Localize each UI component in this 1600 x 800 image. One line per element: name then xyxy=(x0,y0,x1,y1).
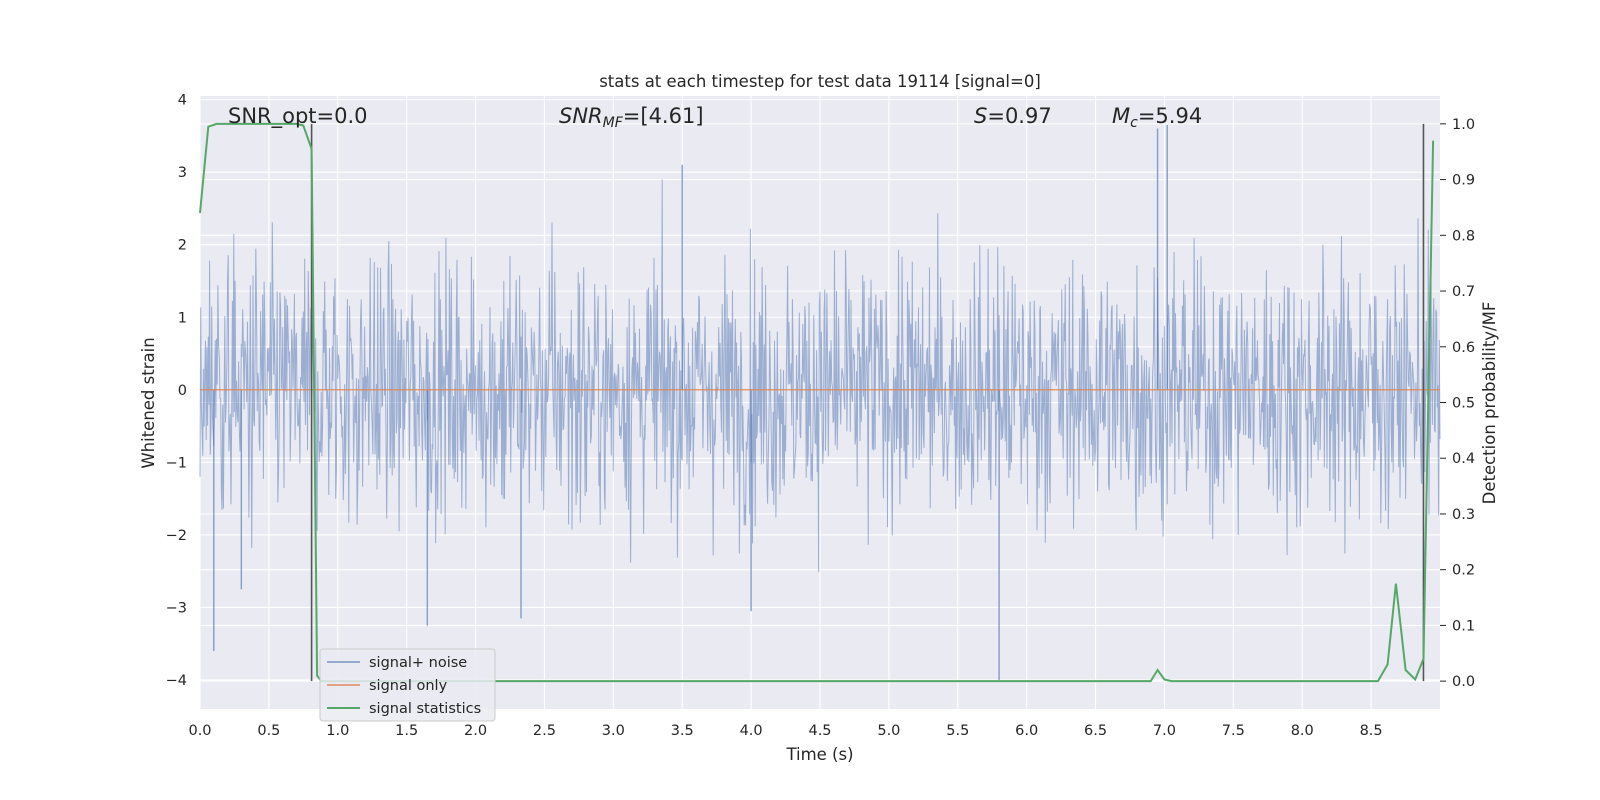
y-tick-label-5: −1 xyxy=(166,455,187,471)
x-tick-label-7: 3.5 xyxy=(671,723,694,739)
x-tick-label-13: 6.5 xyxy=(1084,723,1107,739)
x-tick-label-0: 0.0 xyxy=(188,723,211,739)
y2-tick-label-2: 0.8 xyxy=(1452,228,1475,244)
x-axis-label: Time (s) xyxy=(785,745,853,764)
x-tick-label-2: 1.0 xyxy=(326,723,349,739)
y-tick-label-2: 2 xyxy=(178,238,187,254)
x-tick-label-17: 8.5 xyxy=(1360,723,1383,739)
annotation-s-value: =0.97 xyxy=(987,104,1051,128)
annotation-s: S=0.97 xyxy=(974,104,1052,128)
annotation-snr-mf-sub: MF xyxy=(603,115,624,131)
annotation-snr-mf-main: SNR xyxy=(559,104,603,128)
x-tick-label-9: 4.5 xyxy=(808,723,831,739)
y-tick-label-8: −4 xyxy=(166,673,187,689)
y2-tick-label-8: 0.2 xyxy=(1452,563,1475,579)
x-tick-label-8: 4.0 xyxy=(740,723,763,739)
chart-title: stats at each timestep for test data 191… xyxy=(599,72,1041,91)
y2-tick-label-9: 0.1 xyxy=(1452,618,1475,634)
y2-tick-label-0: 1.0 xyxy=(1452,117,1475,133)
y2-tick-label-1: 0.9 xyxy=(1452,173,1475,189)
y-tick-label-3: 1 xyxy=(178,310,187,326)
annotation-snr-mf: SNRMF=[4.61] xyxy=(559,104,704,131)
x-tick-label-4: 2.0 xyxy=(464,723,487,739)
legend-label-signal-noise: signal+ noise xyxy=(369,655,467,671)
annotation-mc-main: M xyxy=(1112,104,1130,128)
legend-box xyxy=(319,648,496,722)
series-signal-noise xyxy=(199,125,1441,680)
noise-trace xyxy=(199,179,1441,572)
annotation-snr-mf-value: =[4.61] xyxy=(623,104,704,128)
y-tick-label-7: −3 xyxy=(166,600,187,616)
x-tick-label-1: 0.5 xyxy=(257,723,280,739)
x-tick-label-14: 7.0 xyxy=(1153,723,1176,739)
x-tick-label-3: 1.5 xyxy=(395,723,418,739)
x-tick-label-12: 6.0 xyxy=(1015,723,1038,739)
y-tick-label-6: −2 xyxy=(166,528,187,544)
y2-tick-label-6: 0.4 xyxy=(1452,451,1475,467)
y2-tick-label-10: 0.0 xyxy=(1452,674,1475,690)
y2-tick-label-5: 0.5 xyxy=(1452,396,1475,412)
legend-label-signal-only: signal only xyxy=(369,678,448,694)
annotation-mc: Mc=5.94 xyxy=(1112,104,1202,131)
x-tick-label-11: 5.5 xyxy=(946,723,969,739)
x-tick-label-5: 2.5 xyxy=(533,723,556,739)
y2-tick-label-4: 0.6 xyxy=(1452,340,1475,356)
annotation-snr-opt: SNR_opt=0.0 xyxy=(228,104,368,129)
x-tick-label-15: 7.5 xyxy=(1222,723,1245,739)
annotation-s-main: S xyxy=(974,104,987,128)
x-tick-label-6: 3.0 xyxy=(602,723,625,739)
annotation-mc-sub: c xyxy=(1130,115,1138,131)
legend-label-signal-statistics: signal statistics xyxy=(369,701,481,717)
ticks: 0.0 0.5 1.0 1.5 2.0 2.5 3.0 3.5 4.0 4.5 5.0 5.5 6.0 6… xyxy=(166,93,1475,739)
annotation-mc-value: =5.94 xyxy=(1138,104,1202,128)
y2-axis-label: Detection probability/MF xyxy=(1480,302,1499,505)
x-tick-label-16: 8.0 xyxy=(1291,723,1314,739)
y-tick-label-1: 3 xyxy=(178,165,187,181)
x-tick-label-10: 5.0 xyxy=(877,723,900,739)
y2-tick-label-3: 0.7 xyxy=(1452,284,1475,300)
legend: signal+ noise signal only signal statist… xyxy=(319,648,496,722)
y2-tick-label-7: 0.3 xyxy=(1452,507,1475,523)
y-tick-label-0: 4 xyxy=(178,93,187,109)
y-axis-label: Whitened strain xyxy=(139,337,158,468)
y-tick-label-4: 0 xyxy=(178,383,187,399)
